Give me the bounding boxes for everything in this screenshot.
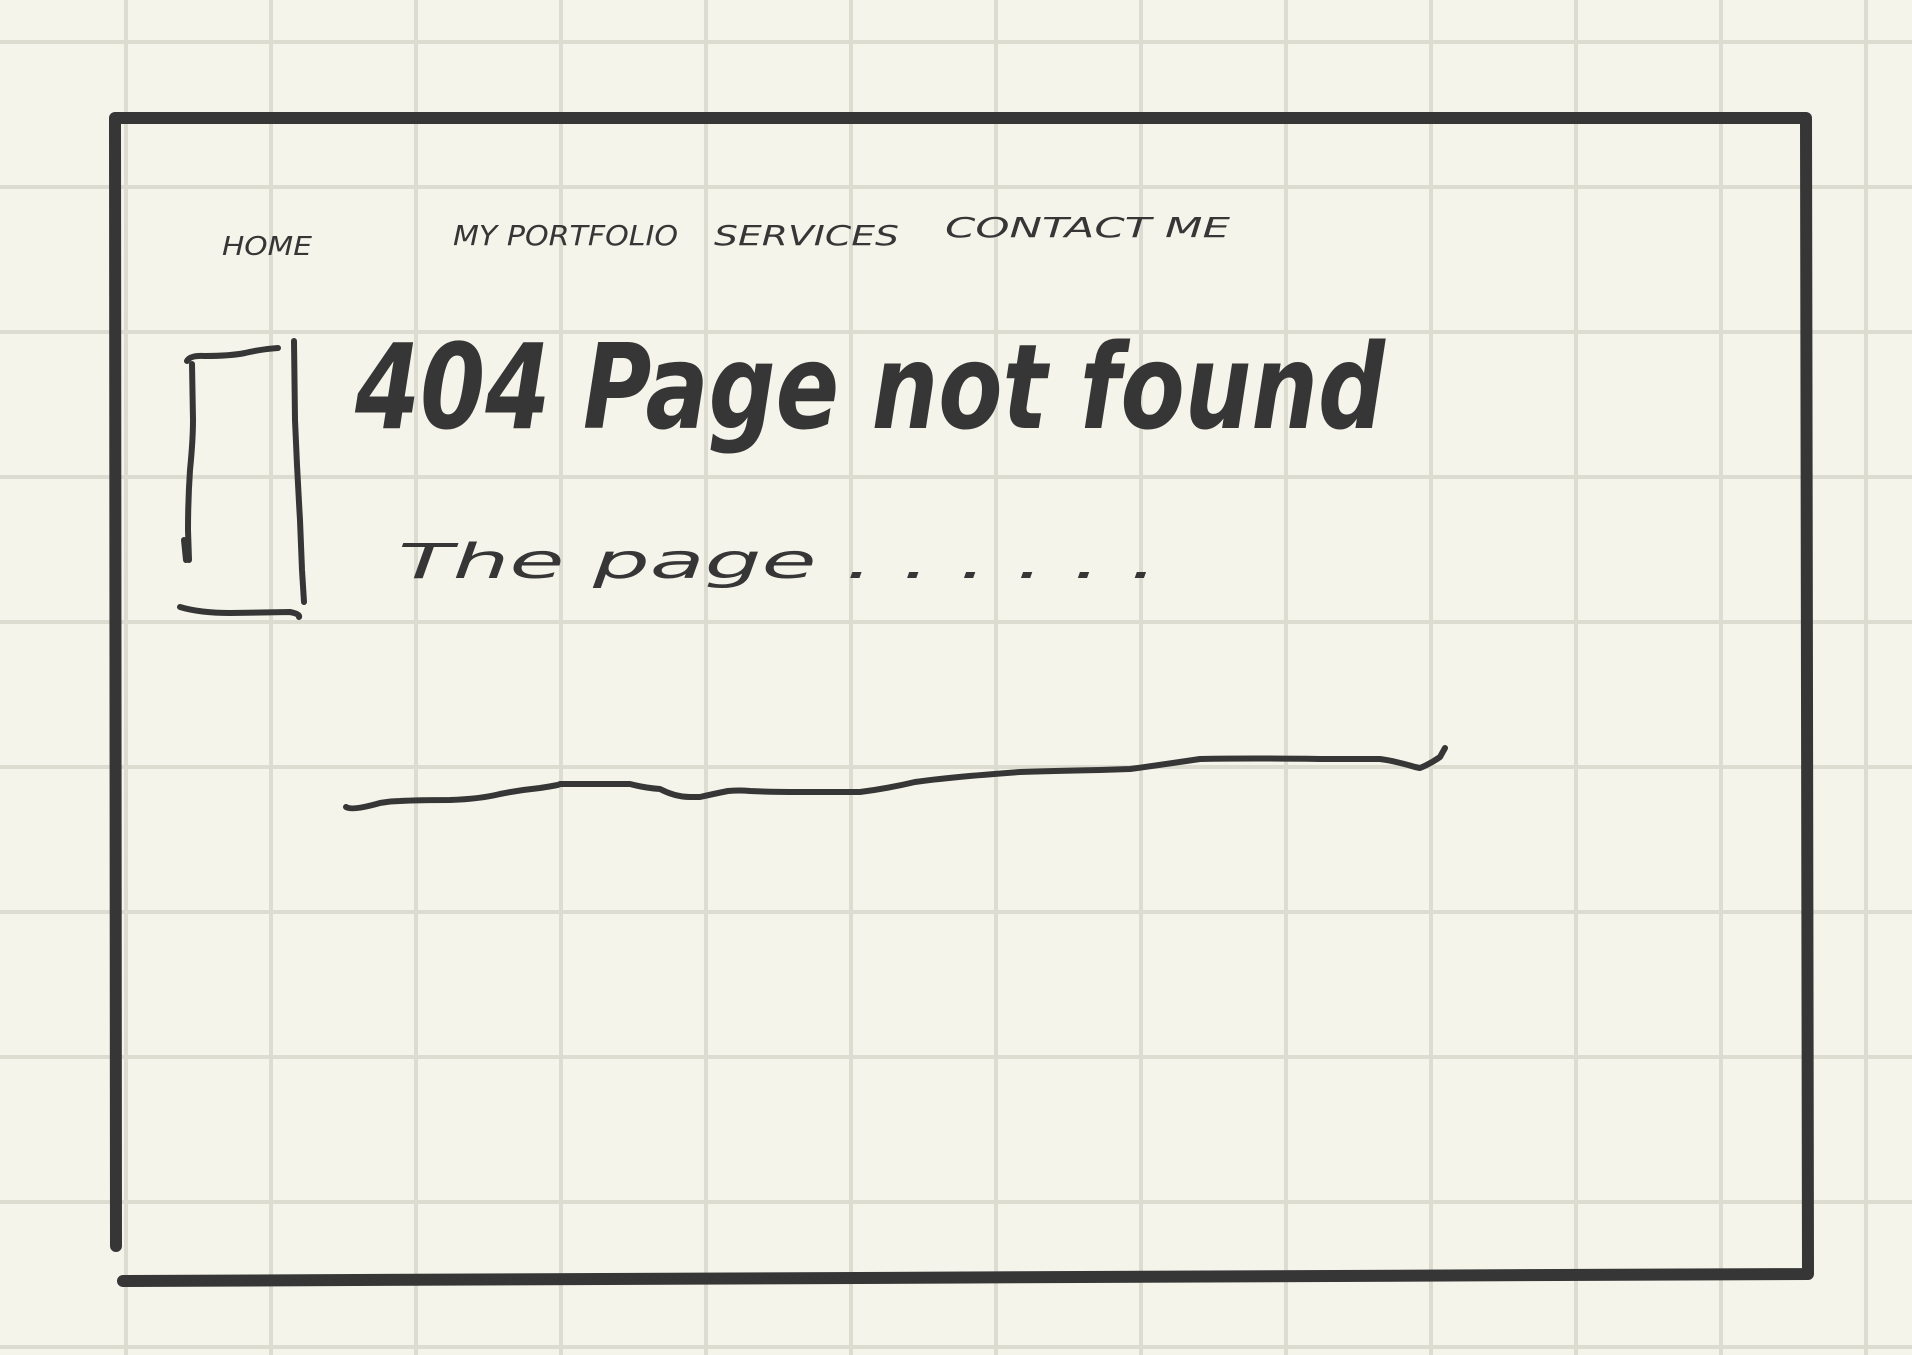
divider-line [343, 745, 1448, 812]
nav-item-services[interactable]: SERVICES [714, 219, 899, 252]
nav-item-home[interactable]: HOME [222, 232, 313, 262]
error-title-text: 404 Page not found [354, 318, 1386, 456]
nav-item-portfolio-label: MY PORTFOLIO [453, 219, 678, 252]
nav-item-contact-label: CONTACT ME [945, 211, 1230, 244]
error-title: 404 Page not found [354, 318, 1386, 456]
nav-item-portfolio[interactable]: MY PORTFOLIO [453, 219, 678, 252]
page-frame [109, 112, 1814, 1287]
nav-item-contact[interactable]: CONTACT ME [945, 211, 1230, 244]
image-placeholder-icon [177, 338, 307, 620]
error-message-text: The page . . . . . . [398, 534, 1158, 590]
top-nav: HOME MY PORTFOLIO SERVICES CONTACT ME [222, 211, 1230, 262]
nav-item-home-label: HOME [222, 232, 313, 262]
error-message: The page . . . . . . [398, 534, 1158, 590]
nav-item-services-label: SERVICES [714, 219, 899, 252]
